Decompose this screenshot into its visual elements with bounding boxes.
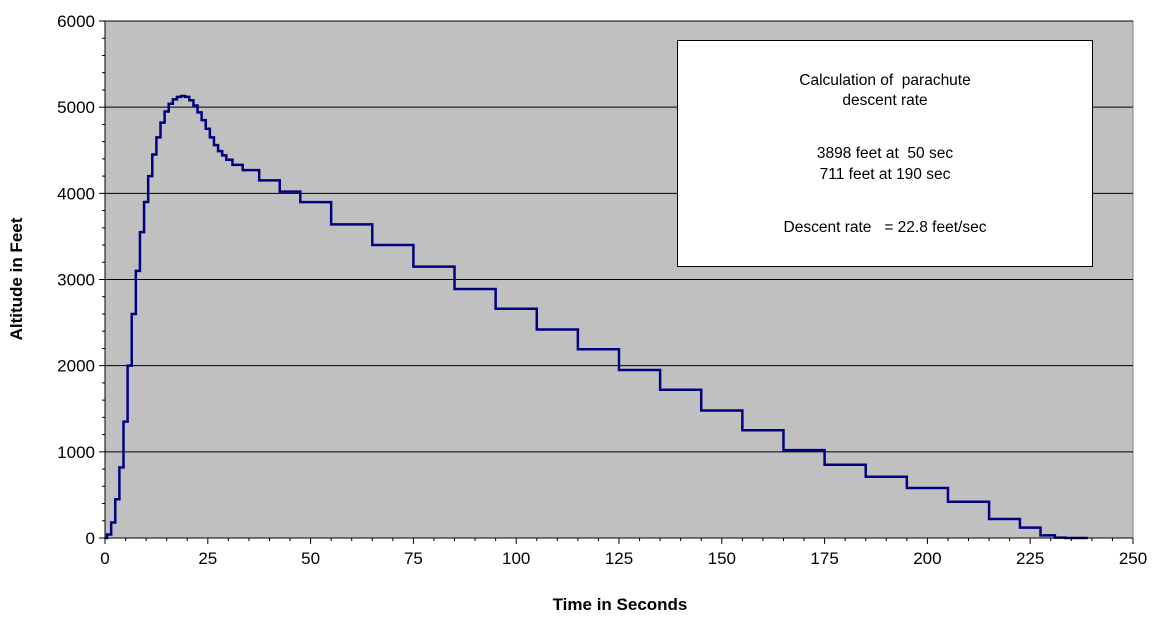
altitude-point: [186, 96, 189, 98]
altitude-point: [153, 153, 156, 156]
altitude-point: [157, 136, 160, 139]
altitude-point: [309, 201, 312, 203]
y-tick-label-0: 0: [86, 529, 95, 548]
x-tick-label-100: 100: [502, 549, 530, 568]
y-tick-label-2000: 2000: [57, 357, 95, 376]
altitude-point: [161, 121, 164, 124]
altitude-point: [215, 144, 217, 146]
altitude-point: [174, 98, 176, 101]
altitude-point: [219, 150, 221, 152]
altitude-point: [1008, 518, 1011, 520]
altitude-point: [597, 348, 600, 351]
altitude-point: [149, 175, 152, 177]
annotation-line-4: 3898 feet at 50 sec: [816, 145, 954, 162]
altitude-point: [227, 158, 230, 161]
x-tick-label-225: 225: [1016, 549, 1044, 568]
altitude-point: [112, 521, 115, 524]
altitude-point: [762, 429, 764, 432]
y-tick-label-1000: 1000: [57, 443, 95, 462]
altitude-point: [235, 164, 238, 166]
x-tick-label-125: 125: [605, 549, 633, 568]
altitude-point: [289, 190, 291, 193]
altitude-point: [124, 420, 127, 423]
y-tick-label-6000: 6000: [57, 12, 95, 31]
altitude-point: [194, 104, 197, 107]
altitude-point: [679, 388, 682, 391]
altitude-point: [108, 533, 110, 536]
gridlines: [105, 20, 1133, 453]
altitude-point: [885, 475, 888, 478]
altitude-point: [116, 498, 119, 501]
altitude-point: [803, 449, 805, 451]
altitude-point: [211, 136, 213, 139]
x-tick-label-75: 75: [404, 549, 423, 568]
altitude-point: [169, 102, 172, 105]
axes: 0 1000 2000 3000 4000 5000 6000 0 25 50 75 100 125 15…: [57, 12, 1147, 568]
y-tick-label-5000: 5000: [57, 98, 95, 117]
altitude-point: [141, 231, 143, 233]
x-tick-label-25: 25: [198, 549, 217, 568]
altitude-point: [638, 369, 641, 371]
altitude-point: [515, 307, 517, 310]
y-tick-label-4000: 4000: [57, 184, 95, 203]
x-tick-label-200: 200: [913, 549, 941, 568]
altitude-point: [721, 409, 723, 412]
annotation-line-1: Calculation of parachute: [799, 72, 971, 89]
altitude-point: [145, 201, 147, 203]
altitude-point: [433, 265, 435, 268]
annotation-line-5: 711 feet at 190 sec: [819, 166, 951, 183]
altitude-point: [182, 95, 184, 97]
altitude-point: [248, 169, 250, 171]
y-axis-title: Altitude in Feet: [7, 217, 26, 340]
altitude-point: [268, 179, 271, 182]
altitude-point: [392, 244, 394, 246]
x-tick-label-175: 175: [810, 549, 838, 568]
altitude-point: [128, 364, 131, 367]
altitude-point: [202, 119, 205, 121]
altitude-point: [556, 328, 559, 331]
x-tick-label-0: 0: [100, 549, 109, 568]
altitude-point: [132, 313, 135, 315]
y-tick-label-3000: 3000: [57, 271, 95, 290]
x-axis-title: Time in Seconds: [553, 595, 688, 614]
altitude-point: [844, 463, 846, 466]
altitude-point: [178, 96, 180, 98]
x-tick-label-50: 50: [301, 549, 320, 568]
altitude-point: [926, 487, 929, 489]
altitude-series-line: [105, 94, 1088, 540]
x-tick-label-150: 150: [708, 549, 736, 568]
altitude-point: [223, 154, 226, 157]
altitude-point: [474, 288, 476, 290]
altitude-point: [967, 501, 970, 503]
altitude-point: [207, 127, 209, 130]
altitude-point: [1049, 534, 1052, 537]
altitude-point: [350, 223, 353, 226]
descent-rate-annotation: Calculation of parachute descent rate 38…: [677, 40, 1093, 267]
altitude-point: [165, 110, 168, 113]
x-tick-label-250: 250: [1119, 549, 1147, 568]
annotation-line-7: Descent rate = 22.8 feet/sec: [783, 219, 987, 236]
altitude-point: [190, 99, 193, 102]
annotation-line-2: descent rate: [842, 92, 928, 109]
altitude-point: [1029, 526, 1031, 529]
altitude-point: [120, 466, 123, 469]
altitude-point: [137, 270, 139, 272]
altitude-point: [198, 111, 201, 114]
